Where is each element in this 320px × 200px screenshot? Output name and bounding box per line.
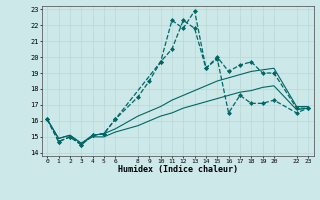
X-axis label: Humidex (Indice chaleur): Humidex (Indice chaleur) bbox=[118, 165, 237, 174]
